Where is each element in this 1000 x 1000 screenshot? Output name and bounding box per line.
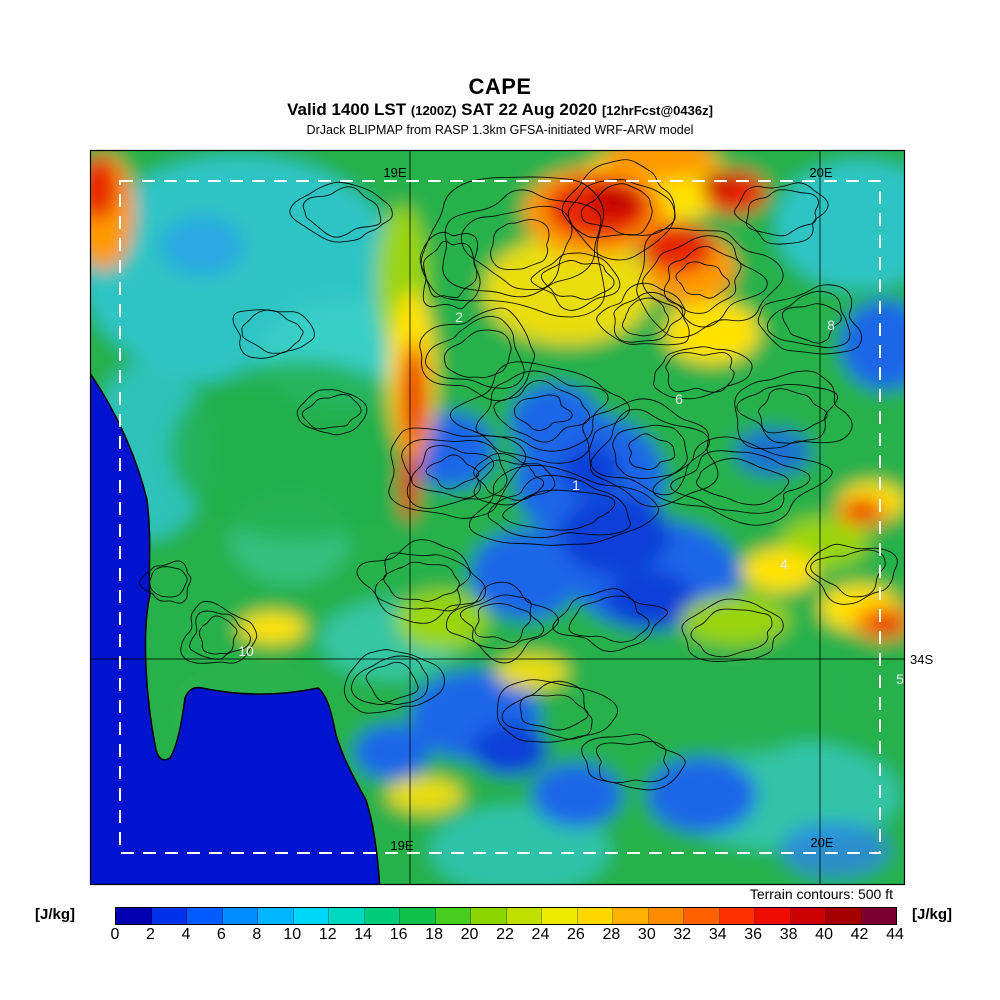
colorbar-tick-label: 36 <box>744 926 763 943</box>
sounding-marker-1: 1 <box>572 477 580 493</box>
grid-label-19e: 19E <box>383 165 406 180</box>
colorbar-segment <box>542 908 578 924</box>
colorbar-tick-label: 2 <box>146 926 155 943</box>
sounding-marker-8: 8 <box>827 317 835 333</box>
colorbar-segment <box>861 908 896 924</box>
colorbar-tick-label: 22 <box>496 926 514 943</box>
sounding-marker-5: 5 <box>896 671 904 687</box>
colorbar-segment <box>755 908 791 924</box>
terrain-contours <box>139 159 898 791</box>
model-line: DrJack BLIPMAP from RASP 1.3km GFSA-init… <box>306 122 694 137</box>
colorbar-tick-label: 32 <box>673 926 692 943</box>
colorbar-tick-label: 16 <box>389 926 408 943</box>
colorbar-tick-label: 10 <box>283 926 302 943</box>
colorbar-tick-label: 38 <box>779 926 798 943</box>
colorbar-tick-label: 40 <box>815 926 833 943</box>
ocean <box>90 372 381 885</box>
colorbar-segment <box>471 908 507 924</box>
colorbar-segment <box>577 908 613 924</box>
sounding-marker-4: 4 <box>780 556 788 572</box>
colorbar-tick-label: 18 <box>425 926 443 943</box>
header: CAPE Valid 1400 LST (1200Z) SAT 22 Aug 2… <box>0 74 1000 137</box>
colorbar-tick-label: 8 <box>252 926 262 943</box>
colorbar-tick-label: 14 <box>354 926 373 943</box>
sounding-marker-2: 2 <box>455 309 463 325</box>
domain-boundary <box>119 180 881 854</box>
colorbar-tick-label: 30 <box>637 926 656 943</box>
colorbar-tick-label: 24 <box>531 926 550 943</box>
colorbar-tick-label: 26 <box>567 926 585 943</box>
grid-label-34s: 34S <box>910 652 933 667</box>
colorbar-segment <box>116 908 152 924</box>
colorbar <box>115 907 897 925</box>
colorbar-ticks: 0 2 4 6 8 10 12 14 16 18 20 22 24 26 28 30 32 34 36 38 40 42 4… <box>111 926 904 948</box>
colorbar-units-right: [J/kg] <box>912 906 953 923</box>
colorbar-segment <box>435 908 471 924</box>
colorbar-segment <box>329 908 365 924</box>
colorbar-segment <box>258 908 294 924</box>
chart-title: CAPE <box>468 74 532 99</box>
forecast-tag: [12hrFcst@0436z] <box>601 103 713 119</box>
colorbar-segment <box>187 908 223 924</box>
colorbar-tick-label: 6 <box>216 926 226 943</box>
colorbar-segment <box>364 908 400 924</box>
colorbar-segment <box>790 908 826 924</box>
valid-date: SAT 22 Aug 2020 <box>461 100 598 120</box>
map-canvas: 19E 20E 19E 20E 34S 2 8 6 1 4 10 5 <box>89 149 933 886</box>
colorbar-units-left: [J/kg] <box>35 906 76 923</box>
latlon-grid <box>90 150 905 885</box>
colorbar-tick-label: 44 <box>886 926 904 943</box>
sounding-marker-6: 6 <box>675 391 683 407</box>
terrain-contour-note: Terrain contours: 500 ft <box>749 886 893 902</box>
grid-label-20e: 20E <box>809 165 832 180</box>
colorbar-tick-label: 28 <box>602 926 621 943</box>
colorbar-segment <box>222 908 258 924</box>
colorbar-tick-label: 20 <box>460 926 479 943</box>
valid-prefix: Valid 1400 LST <box>287 100 407 120</box>
colorbar-segment <box>648 908 684 924</box>
colorbar-segment <box>400 908 436 924</box>
colorbar-segment <box>151 908 187 924</box>
colorbar-tick-label: 4 <box>181 926 191 943</box>
grid-label-20e: 20E <box>810 835 833 850</box>
colorbar-segment <box>506 908 542 924</box>
sounding-marker-10: 10 <box>238 643 254 659</box>
colorbar-tick-label: 34 <box>708 926 727 943</box>
colorbar-segment <box>293 908 329 924</box>
valid-line: Valid 1400 LST (1200Z) SAT 22 Aug 2020 [… <box>0 100 1000 120</box>
colorbar-tick-label: 0 <box>110 926 120 943</box>
cape-map: 19E 20E 19E 20E 34S 2 8 6 1 4 10 5 <box>89 149 933 886</box>
colorbar-segment <box>719 908 755 924</box>
colorbar-tick-label: 42 <box>850 926 869 943</box>
colorbar-segment <box>684 908 720 924</box>
colorbar-tick-label: 12 <box>318 926 337 943</box>
colorbar-segment <box>613 908 649 924</box>
colorbar-segment <box>826 908 862 924</box>
grid-label-19e: 19E <box>390 838 413 853</box>
map-border <box>89 149 906 886</box>
valid-zulu: (1200Z) <box>410 103 457 119</box>
